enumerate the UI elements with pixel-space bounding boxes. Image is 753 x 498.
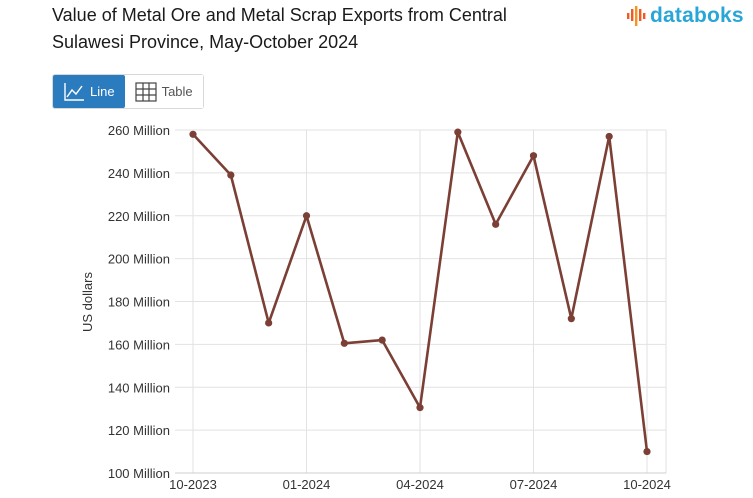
table-view-label: Table <box>161 84 193 99</box>
x-tick-label: 10-2024 <box>623 477 671 492</box>
data-point[interactable] <box>340 339 348 347</box>
data-point[interactable] <box>605 132 613 141</box>
data-point[interactable] <box>567 315 575 323</box>
data-point[interactable] <box>227 171 235 179</box>
logo-text: databoks <box>650 4 744 27</box>
y-axis-label: US dollars <box>80 272 95 332</box>
x-tick-label: 07-2024 <box>510 477 558 492</box>
y-tick-label: 260 Million <box>108 123 170 138</box>
data-point[interactable] <box>265 319 273 327</box>
y-tick-label: 140 Million <box>108 380 170 395</box>
x-tick-label: 10-2023 <box>169 477 217 492</box>
y-tick-label: 120 Million <box>108 423 170 438</box>
y-tick-label: 180 Million <box>108 295 170 310</box>
x-axis-ticks: 10-2023 01-2024 04-2024 07-2024 10-2024 <box>169 477 671 492</box>
y-tick-label: 220 Million <box>108 209 170 224</box>
table-view-button[interactable]: Table <box>124 75 203 108</box>
x-tick-label: 04-2024 <box>396 477 444 492</box>
data-point[interactable] <box>378 336 386 344</box>
data-point[interactable] <box>529 152 538 160</box>
logo-bars-icon <box>627 6 646 26</box>
line-chart-icon <box>64 82 84 101</box>
databoks-logo[interactable]: databoks <box>626 4 744 28</box>
view-toggle: Line Table <box>52 74 204 109</box>
data-point[interactable] <box>492 220 500 228</box>
chart-title: Value of Metal Ore and Metal Scrap Expor… <box>52 5 507 52</box>
table-grid-icon <box>134 81 157 102</box>
line-view-label: Line <box>90 84 115 99</box>
series-points <box>189 128 651 456</box>
y-tick-label: 100 Million <box>108 466 170 481</box>
y-tick-label: 240 Million <box>108 166 170 181</box>
data-point[interactable] <box>643 447 651 456</box>
data-point[interactable] <box>189 130 197 138</box>
y-tick-label: 200 Million <box>108 252 170 267</box>
data-point[interactable] <box>302 212 311 220</box>
data-point[interactable] <box>454 128 462 136</box>
line-view-button[interactable]: Line <box>53 75 125 108</box>
grid-lines <box>175 129 667 474</box>
data-point[interactable] <box>416 404 424 412</box>
x-tick-label: 01-2024 <box>283 477 331 492</box>
y-tick-label: 160 Million <box>108 337 170 352</box>
y-axis-ticks: 100 Million 120 Million 140 Million 160 Mil… <box>108 123 170 481</box>
